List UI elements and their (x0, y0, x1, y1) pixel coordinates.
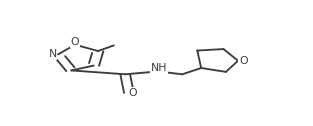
Text: O: O (71, 37, 79, 47)
Text: O: O (128, 88, 136, 98)
Text: O: O (239, 56, 248, 66)
Text: N: N (49, 49, 57, 59)
Text: NH: NH (151, 64, 167, 73)
